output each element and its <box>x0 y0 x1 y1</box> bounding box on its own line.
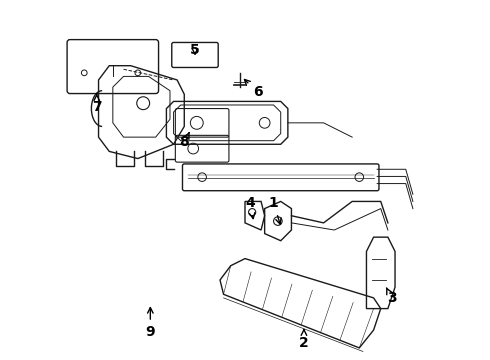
Text: 3: 3 <box>387 288 396 305</box>
Text: 7: 7 <box>92 94 101 114</box>
Text: 8: 8 <box>179 132 189 149</box>
Text: 5: 5 <box>190 42 200 57</box>
Text: 6: 6 <box>245 80 262 99</box>
Text: 4: 4 <box>245 196 255 219</box>
Text: 2: 2 <box>299 329 309 350</box>
Text: 9: 9 <box>146 307 155 339</box>
Text: 1: 1 <box>269 196 281 224</box>
